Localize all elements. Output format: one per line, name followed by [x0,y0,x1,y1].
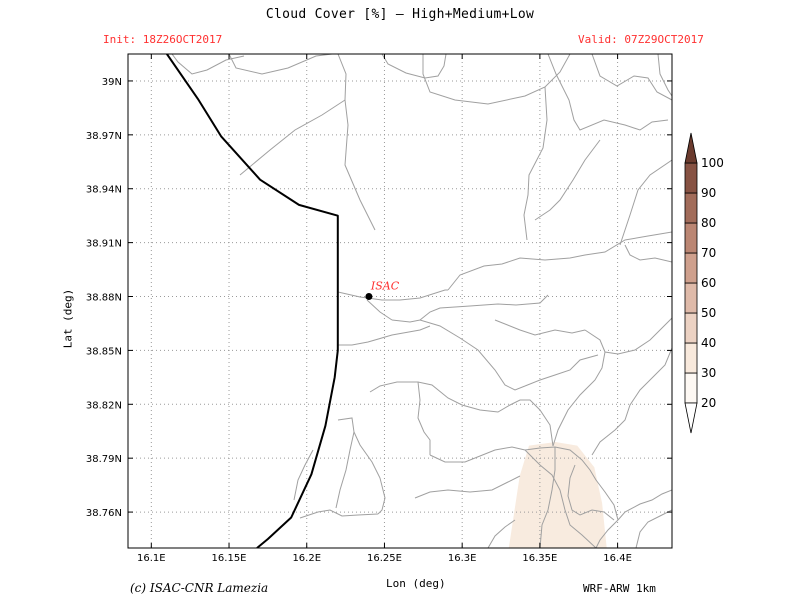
legend-color-box [684,222,698,254]
road-line [447,231,672,291]
legend-level-label: 30 [701,366,716,380]
road-line [534,139,601,221]
road-line [429,446,526,463]
road-line [617,489,672,521]
road-network [171,54,672,548]
road-line [635,509,672,548]
road-line [414,475,521,499]
grid-lines [128,54,672,548]
x-tick-label: 16.25E [367,553,402,564]
cloud-cover-patch [508,442,607,548]
legend-color-box [684,162,698,194]
road-line [381,54,447,79]
road-line [335,417,355,509]
model-label: WRF-ARW 1km [583,582,656,595]
y-tick-label: 38.97N [86,131,122,142]
legend-level-label: 90 [701,186,716,200]
road-line [591,347,672,456]
x-tick-label: 16.2E [292,553,321,564]
road-line [552,351,606,447]
x-tick-label: 16.1E [137,553,166,564]
x-tick-label: 16.4E [603,553,632,564]
road-line [293,449,314,501]
road-line [524,449,597,548]
road-line [337,54,376,231]
x-tick-label: 16.3E [448,553,477,564]
legend-level-label: 60 [701,276,716,290]
y-tick-label: 38.88N [86,293,122,304]
road-line [524,354,599,387]
coastline-layer [166,54,339,548]
road-line [228,54,333,75]
station-dot [365,293,373,301]
road-line [591,54,672,101]
legend-color-box [684,282,698,314]
coastline [166,54,339,548]
y-tick-label: 38.94N [86,185,122,196]
road-line [547,54,669,131]
init-time-label: Init: 18Z26OCT2017 [103,33,223,46]
plot-frame [127,53,673,549]
road-line [419,294,549,321]
axis-ticks: 16.1E 16.15E 16.2E 16.25E 16.3E 16.35E 16.4E 39… [86,54,672,564]
map-title: Cloud Cover [%] — High+Medium+Low [265,7,535,22]
road-line [524,446,619,521]
legend-level-label: 70 [701,246,716,260]
legend-bottom-arrow [684,402,698,434]
y-tick-label: 38.85N [86,346,122,357]
y-tick-label: 38.76N [86,508,122,519]
road-line [337,289,448,301]
road-line [494,319,586,336]
legend-level-label: 20 [701,396,716,410]
x-axis-label: Lon (deg) [386,577,446,590]
legend-color-box [684,312,698,344]
y-tick-label: 38.79N [86,454,122,465]
cloud-cover-layer [508,442,607,548]
road-line [523,86,548,241]
legend-color-box [684,192,698,224]
station-marker: ISAC [365,280,400,301]
road-line [391,319,526,391]
legend-level-label: 40 [701,336,716,350]
road-line [657,54,672,97]
road-line [619,159,672,246]
road-line [624,244,672,263]
road-line [595,519,619,548]
x-tick-label: 16.35E [522,553,557,564]
y-tick-label: 38.82N [86,400,122,411]
x-tick-label: 16.15E [212,553,247,564]
y-tick-label: 38.91N [86,239,122,250]
legend-color-box [684,372,698,404]
valid-time-label: Valid: 07Z29OCT2017 [578,33,704,46]
y-tick-label: 39N [102,77,122,88]
road-line [338,325,431,346]
legend-top-arrow [684,132,698,164]
road-line [171,54,245,75]
road-line [353,431,386,515]
road-line [487,519,516,548]
road-line [366,299,393,321]
legend-level-label: 80 [701,216,716,230]
legend-color-box [684,342,698,374]
credit-text: (c) ISAC-CNR Lamezia [130,581,269,595]
station-label: ISAC [370,280,400,293]
road-line [567,464,615,521]
legend-color-box [684,252,698,284]
road-line [422,54,571,105]
road-line [299,509,379,519]
road-line [584,317,672,355]
legend-level-label: 100 [701,156,724,170]
road-line [417,381,431,455]
road-line [239,99,346,176]
color-legend: 20 30 40 50 60 70 80 90 100 [684,132,724,434]
road-line [369,381,554,447]
road-line [539,447,556,548]
legend-level-label: 50 [701,306,716,320]
